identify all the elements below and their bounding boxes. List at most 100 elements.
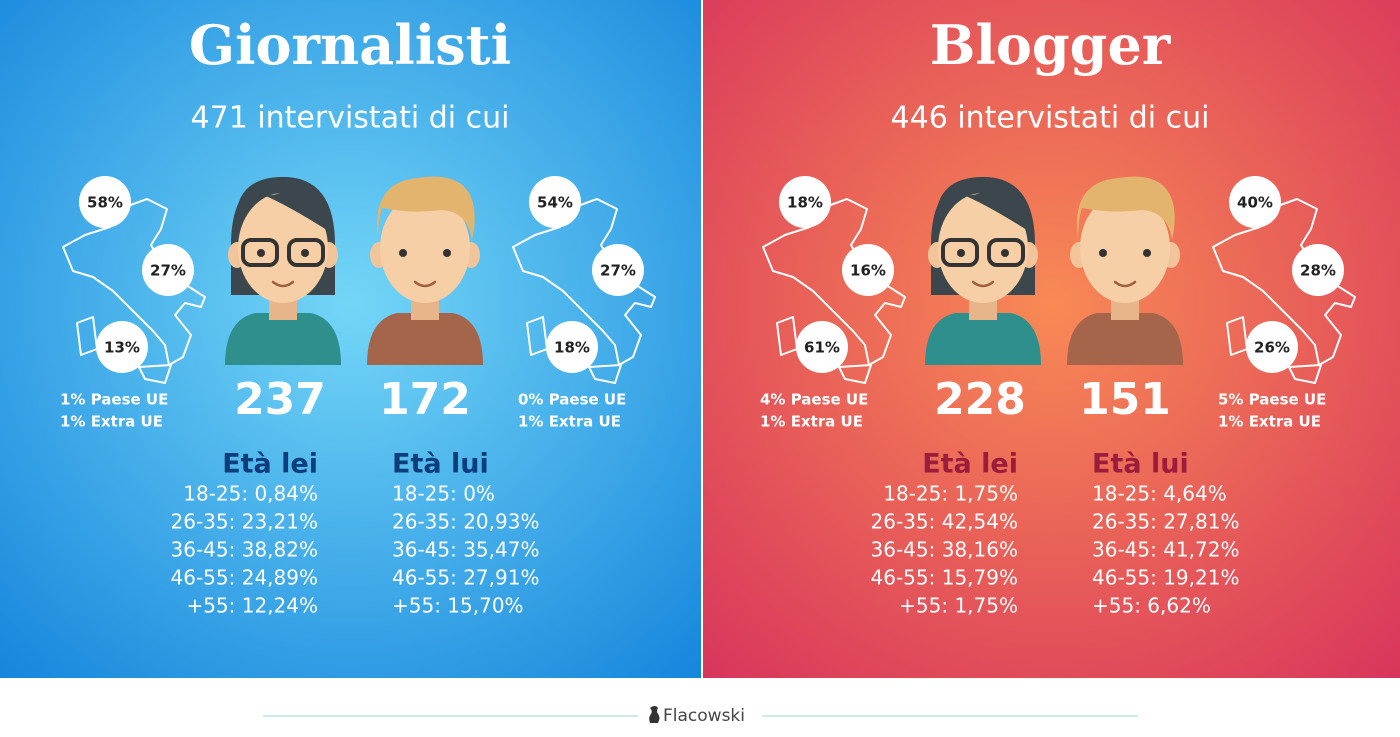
age-row: +55: 12,24% [186, 594, 318, 618]
head [238, 193, 328, 303]
map-bubble [79, 176, 131, 228]
map-outline [1212, 198, 1356, 366]
map-value: 28% [1300, 262, 1336, 280]
map-bubble [592, 244, 644, 296]
glasses [987, 238, 1025, 267]
map-bubble [779, 176, 831, 228]
map-note: 1% Paese UE [60, 391, 168, 409]
map-outline [62, 198, 206, 366]
age-row: 18-25: 4,64% [1092, 482, 1227, 506]
age-row: 46-55: 27,91% [392, 566, 539, 590]
head [380, 193, 470, 303]
eye [257, 249, 265, 257]
age-row: 18-25: 0% [392, 482, 495, 506]
hair [1076, 176, 1175, 240]
map-bubble [842, 244, 894, 296]
map-note: 5% Paese UE [1218, 391, 1326, 409]
map-bubble [546, 321, 598, 373]
age-row: 26-35: 20,93% [392, 510, 539, 534]
map-value: 58% [87, 194, 123, 212]
eye [1143, 249, 1151, 257]
map-value: 27% [150, 262, 186, 280]
eye [1001, 249, 1009, 257]
mouth [271, 280, 295, 288]
map-value: 18% [554, 339, 590, 357]
age-title: Età lei [922, 449, 1018, 480]
panel-title: Blogger [930, 13, 1171, 77]
brand: Flacowski [663, 706, 745, 726]
glasses [941, 238, 979, 267]
panel-subtitle: 471 intervistati di cui [191, 101, 510, 136]
map-value: 16% [850, 262, 886, 280]
age-row: 36-45: 41,72% [1092, 538, 1239, 562]
shirt [367, 313, 483, 365]
map-value: 13% [104, 339, 140, 357]
age-row: 26-35: 23,21% [171, 510, 318, 534]
map-bubble [796, 321, 848, 373]
age-row: 46-55: 15,79% [871, 566, 1018, 590]
age-row: 18-25: 0,84% [183, 482, 318, 506]
count: 237 [234, 374, 326, 425]
eye [443, 249, 451, 257]
brand-icon [649, 706, 660, 723]
hair [935, 177, 1030, 232]
map-value: 40% [1237, 194, 1273, 212]
eye [1099, 249, 1107, 257]
map-value: 26% [1254, 339, 1290, 357]
age-row: +55: 15,70% [392, 594, 524, 618]
map-bubble [96, 321, 148, 373]
map-bubble [1246, 321, 1298, 373]
map-value: 27% [600, 262, 636, 280]
age-row: 46-55: 19,21% [1092, 566, 1239, 590]
map-note: 1% Extra UE [518, 413, 621, 431]
age-row: 46-55: 24,89% [171, 566, 318, 590]
shirt [1067, 313, 1183, 365]
age-title: Età lui [392, 449, 489, 480]
map-outline [512, 198, 656, 366]
map-outline [138, 364, 172, 384]
head [1080, 193, 1170, 303]
map-bubble [142, 244, 194, 296]
age-row: 26-35: 27,81% [1092, 510, 1239, 534]
map-value: 18% [787, 194, 823, 212]
eye [399, 249, 407, 257]
age-row: 26-35: 42,54% [871, 510, 1018, 534]
count: 228 [934, 374, 1026, 425]
map-value: 54% [537, 194, 573, 212]
hair [376, 176, 475, 240]
map-note: 4% Paese UE [760, 391, 868, 409]
mouth [413, 280, 437, 288]
shirt [925, 313, 1041, 365]
mouth [971, 280, 995, 288]
age-title: Età lui [1092, 449, 1189, 480]
map-outline [838, 364, 872, 384]
map-note: 1% Extra UE [760, 413, 863, 431]
map-bubble [529, 176, 581, 228]
age-title: Età lei [222, 449, 318, 480]
age-row: +55: 1,75% [899, 594, 1018, 618]
map-bubble [1292, 244, 1344, 296]
age-row: 36-45: 38,82% [171, 538, 318, 562]
map-note: 1% Extra UE [60, 413, 163, 431]
age-row: 36-45: 35,47% [392, 538, 539, 562]
map-outline [588, 364, 622, 384]
map-outline [1288, 364, 1322, 384]
glasses [287, 238, 325, 267]
count: 151 [1079, 374, 1171, 425]
count: 172 [379, 374, 471, 425]
age-row: 18-25: 1,75% [883, 482, 1018, 506]
map-value: 61% [804, 339, 840, 357]
map-note: 0% Paese UE [518, 391, 626, 409]
map-outline [762, 198, 906, 366]
shirt [225, 313, 341, 365]
glasses [241, 238, 279, 267]
age-row: +55: 6,62% [1092, 594, 1211, 618]
head [938, 193, 1028, 303]
panel-subtitle: 446 intervistati di cui [891, 101, 1210, 136]
map-note: 1% Extra UE [1218, 413, 1321, 431]
eye [957, 249, 965, 257]
age-row: 36-45: 38,16% [871, 538, 1018, 562]
map-bubble [1229, 176, 1281, 228]
eye [301, 249, 309, 257]
